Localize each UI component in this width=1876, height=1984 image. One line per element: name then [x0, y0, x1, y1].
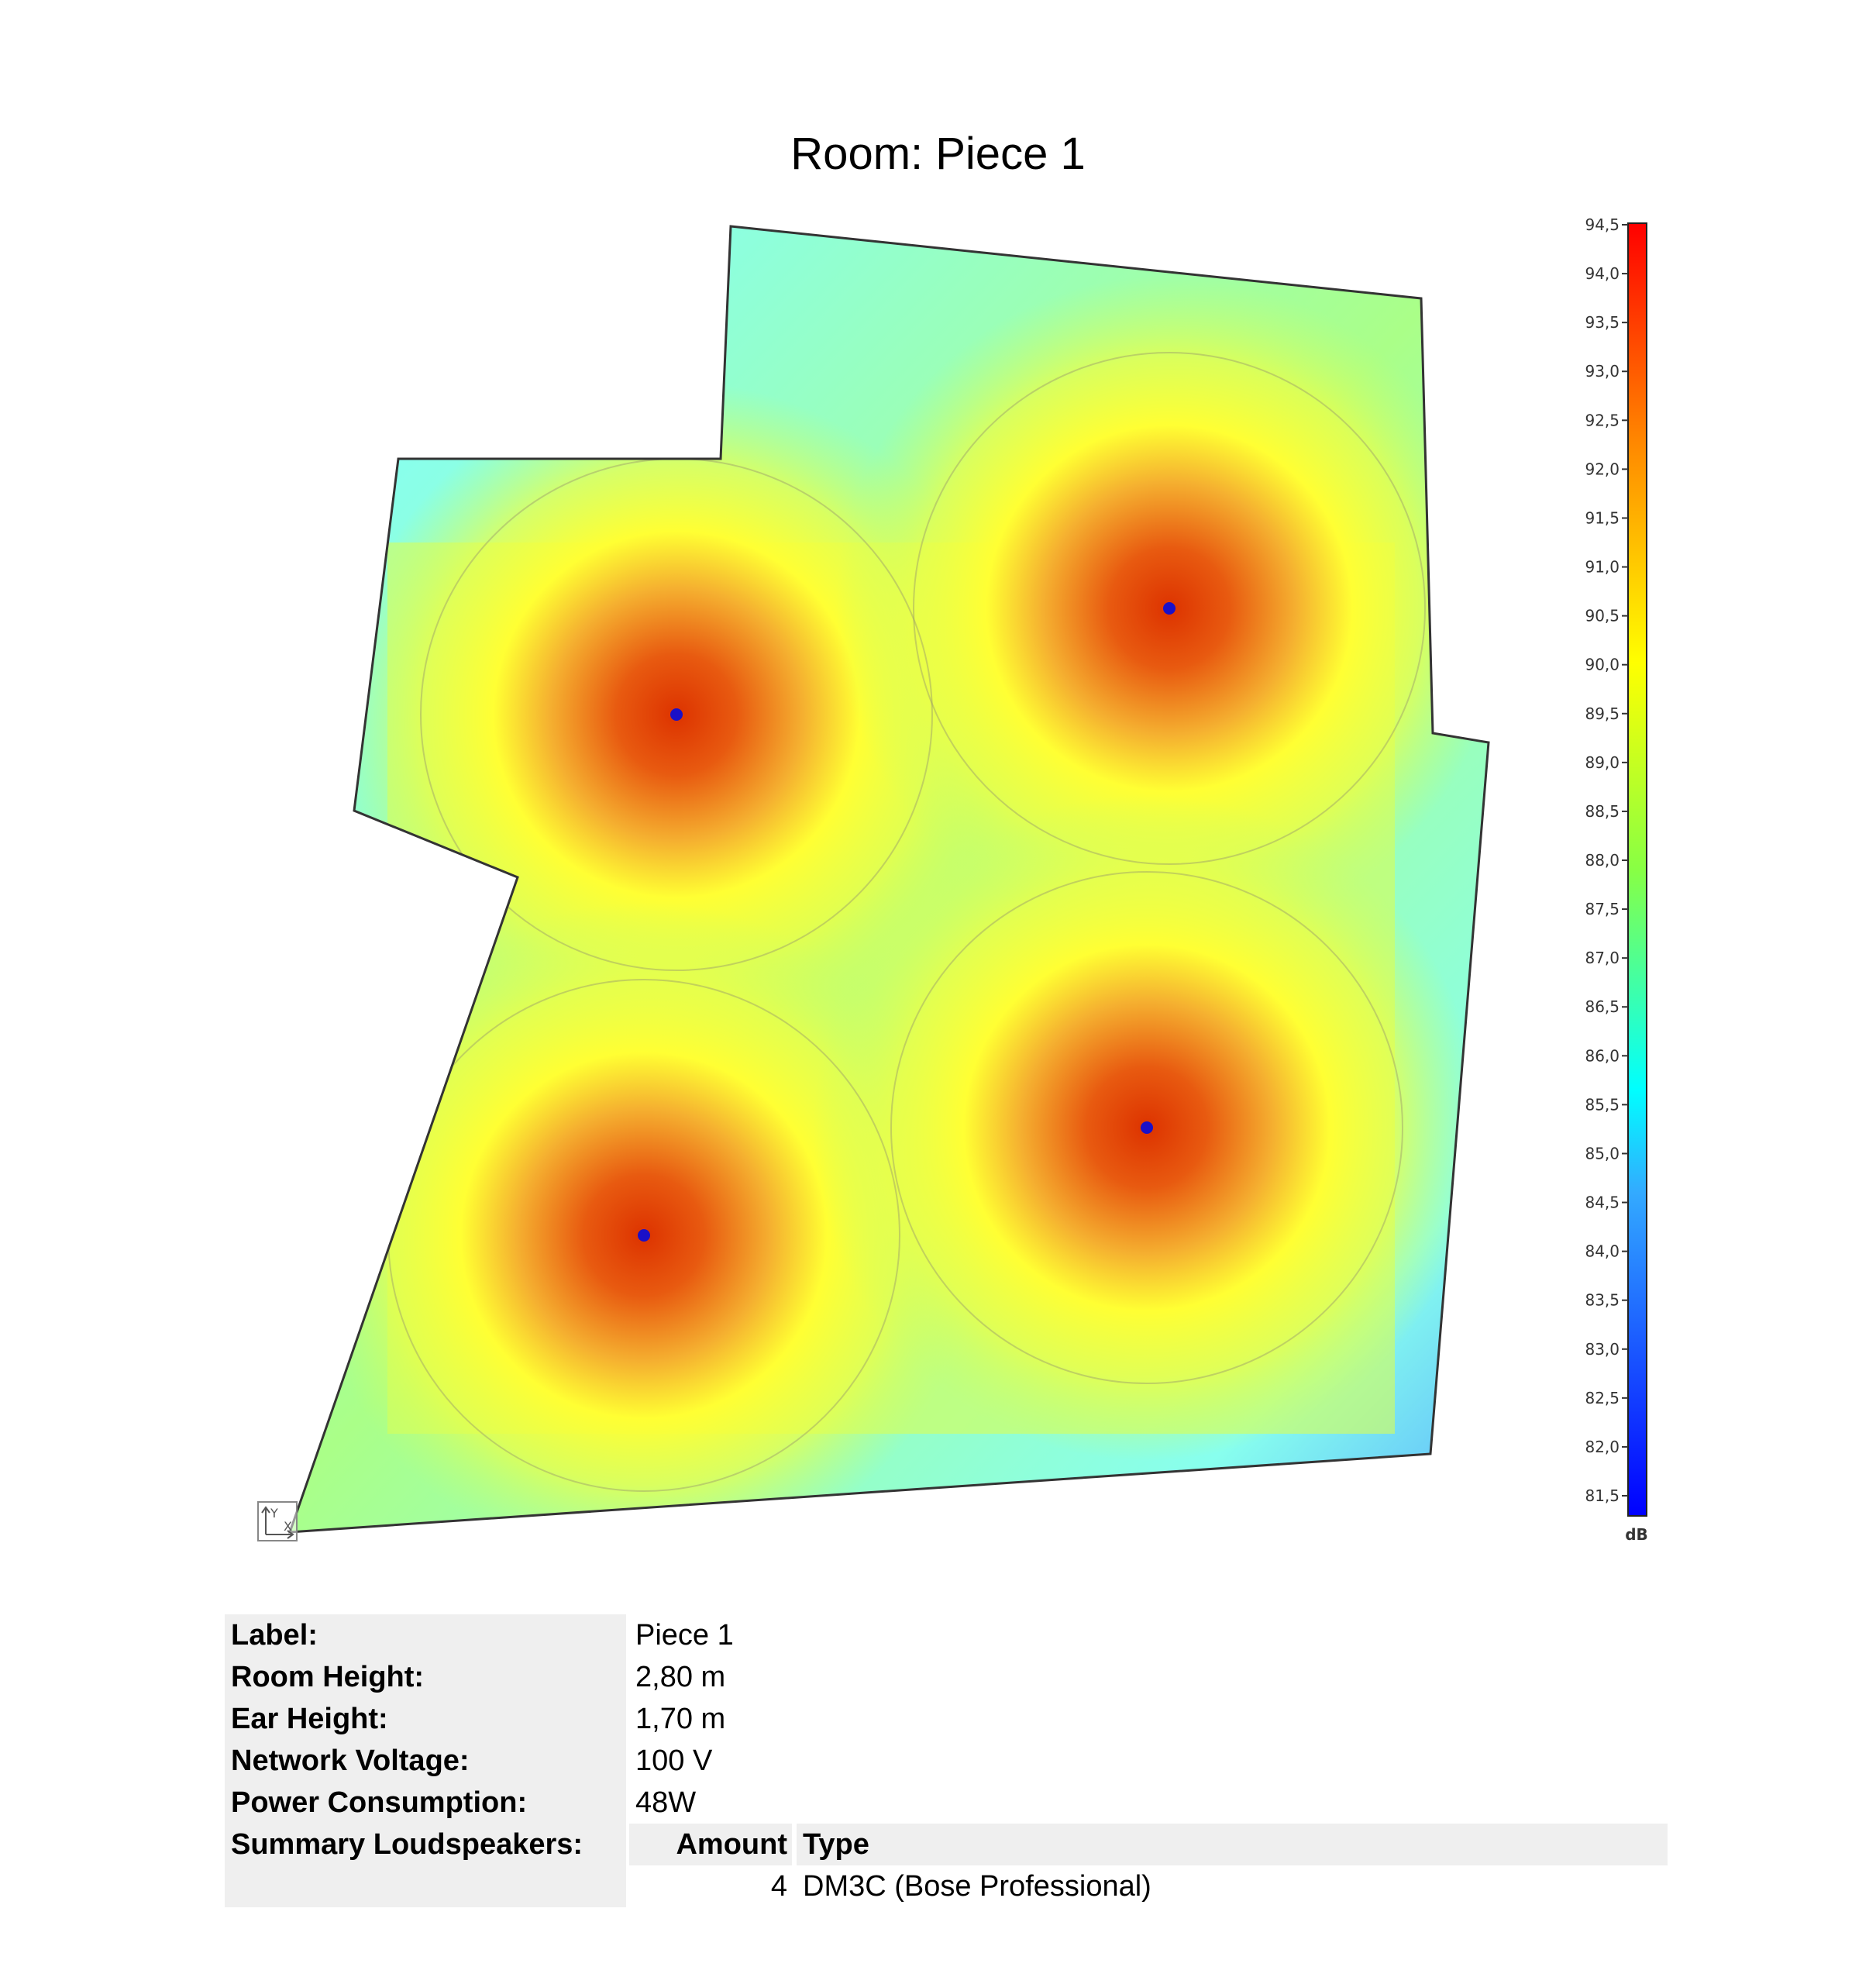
info-row-value: 1,70 m: [635, 1703, 726, 1735]
info-row-label: Network Voltage:: [225, 1740, 626, 1782]
info-row: Ear Height: 1,70 m: [225, 1698, 1668, 1740]
colorbar-tick-label: 88,0: [1585, 851, 1620, 870]
colorbar-tick-label: 85,5: [1585, 1095, 1620, 1114]
colorbar-tick-label: 91,0: [1585, 558, 1620, 577]
colorbar-tick-label: 89,0: [1585, 753, 1620, 772]
colorbar-unit: dB: [1625, 1525, 1648, 1544]
colorbar-tick-label: 86,5: [1585, 997, 1620, 1016]
colorbar-tick-label: 88,5: [1585, 802, 1620, 821]
colorbar-tick-label: 92,0: [1585, 460, 1620, 478]
summary-row: Summary Loudspeakers: Amount Type: [225, 1824, 1668, 1907]
speaker-marker[interactable]: [670, 708, 683, 721]
info-row-label: Label:: [225, 1614, 626, 1656]
speaker-marker[interactable]: [638, 1229, 650, 1242]
summary-label: Summary Loudspeakers:: [225, 1824, 626, 1907]
info-row: Room Height: 2,80 m: [225, 1656, 1668, 1698]
summary-amount: 4: [770, 1870, 787, 1903]
colorbar-tick-label: 87,5: [1585, 900, 1620, 918]
info-row-label: Ear Height:: [225, 1698, 626, 1740]
colorbar-tick-label: 90,0: [1585, 656, 1620, 674]
speaker-coverage-ring: [890, 871, 1403, 1384]
colorbar-tick-label: 94,0: [1585, 264, 1620, 283]
colorbar-tick-label: 94,5: [1585, 215, 1620, 234]
speaker-marker[interactable]: [1141, 1121, 1153, 1134]
colorbar-tick-label: 82,0: [1585, 1438, 1620, 1456]
colorbar-tick-label: 91,5: [1585, 508, 1620, 527]
colorbar-tick-label: 87,0: [1585, 949, 1620, 967]
info-row-value: Piece 1: [635, 1619, 734, 1652]
info-row: Power Consumption: 48W: [225, 1782, 1668, 1824]
colorbar-tick-label: 81,5: [1585, 1486, 1620, 1505]
colorbar-tick-label: 89,5: [1585, 704, 1620, 723]
page-title: Room: Piece 1: [790, 129, 1086, 179]
colorbar-tick-label: 92,5: [1585, 411, 1620, 429]
colorbar-tick-label: 83,0: [1585, 1340, 1620, 1359]
axis-y-label: Y: [270, 1506, 278, 1521]
info-row: Network Voltage: 100 V: [225, 1740, 1668, 1782]
info-row: Label: Piece 1: [225, 1614, 1668, 1656]
speaker-coverage-ring: [913, 352, 1426, 865]
colorbar-tick-label: 83,5: [1585, 1291, 1620, 1310]
axis-x-label: X: [284, 1519, 292, 1534]
colorbar-tick-label: 84,5: [1585, 1194, 1620, 1212]
room-heatmap: [290, 226, 1489, 1532]
colorbar: 94,5 94,0 93,5 93,0 92,5 92,0 91,5 91,0 90,5 90,0…: [1585, 215, 1647, 1544]
summary-header: Amount Type: [629, 1824, 1668, 1865]
axis-origin-icon: Y X: [257, 1501, 298, 1541]
summary-table-row: 4 DM3C (Bose Professional): [629, 1865, 1668, 1907]
colorbar-tick-label: 85,0: [1585, 1144, 1620, 1162]
info-row-value: 100 V: [635, 1745, 713, 1777]
info-row-value: 48W: [635, 1786, 697, 1819]
colorbar-tick-label: 82,5: [1585, 1389, 1620, 1407]
colorbar-tick-label: 93,0: [1585, 362, 1620, 381]
colorbar-tick-label: 93,5: [1585, 313, 1620, 332]
summary-header-type: Type: [797, 1824, 1668, 1865]
summary-header-amount: Amount: [629, 1824, 792, 1865]
info-row-value: 2,80 m: [635, 1661, 726, 1693]
info-row-label: Room Height:: [225, 1656, 626, 1698]
summary-type: DM3C (Bose Professional): [803, 1870, 1151, 1903]
info-row-label: Power Consumption:: [225, 1782, 626, 1824]
colorbar-tick-label: 86,0: [1585, 1046, 1620, 1065]
colorbar-tick-label: 84,0: [1585, 1242, 1620, 1261]
speaker-marker[interactable]: [1163, 602, 1176, 615]
colorbar-gradient: [1627, 222, 1647, 1517]
colorbar-tick-label: 90,5: [1585, 607, 1620, 625]
